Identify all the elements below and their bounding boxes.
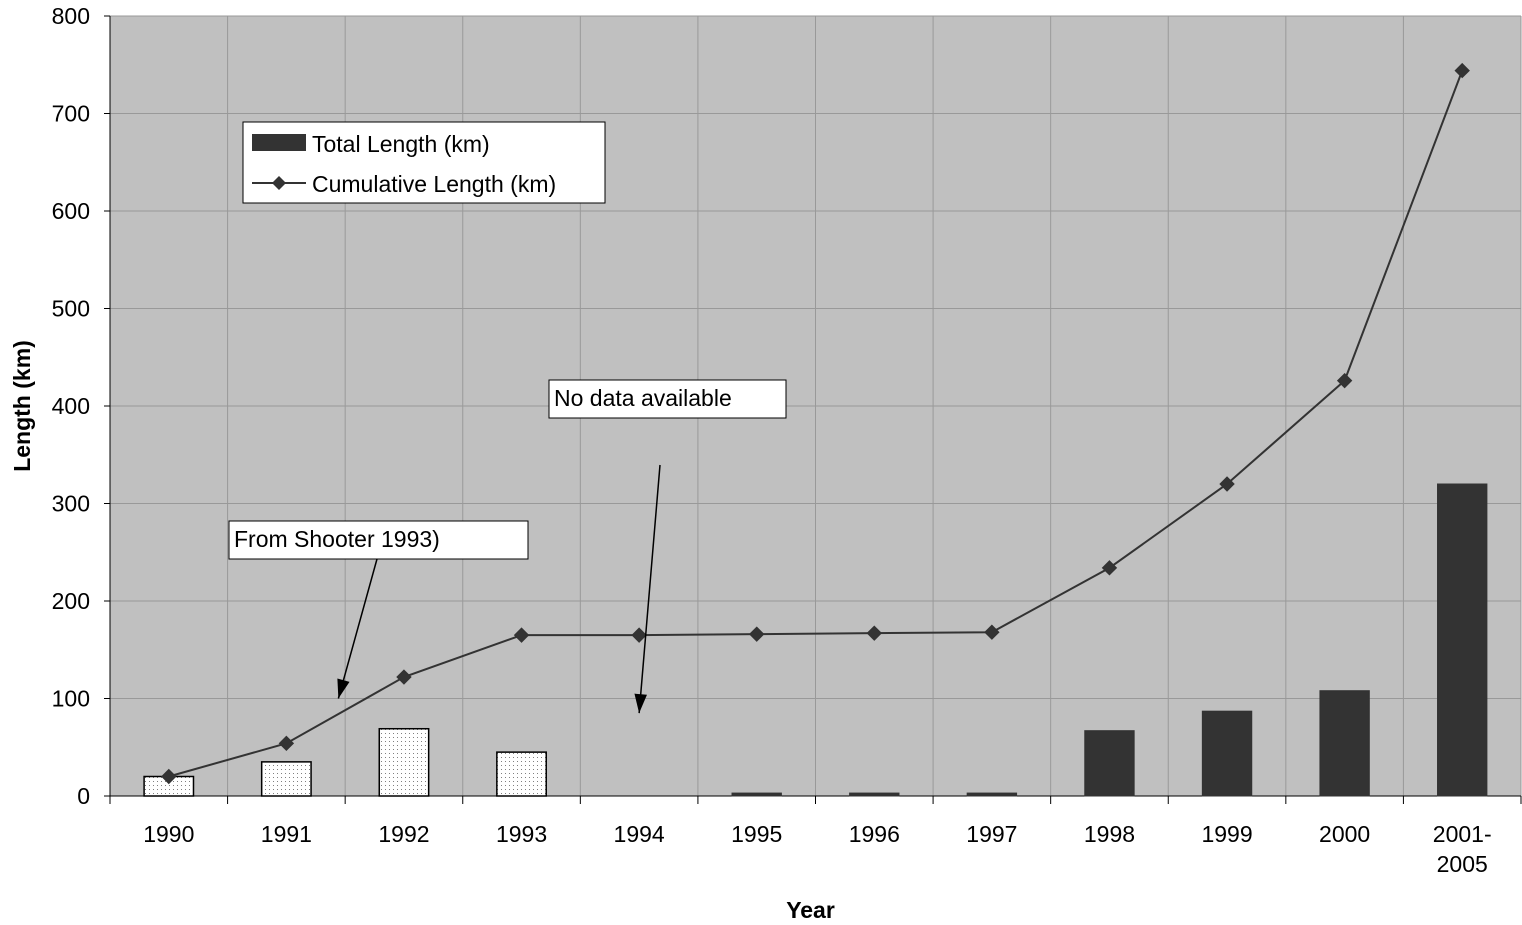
annotation-arrow-line xyxy=(337,558,378,699)
line-series xyxy=(161,62,1470,785)
line-point xyxy=(1454,62,1470,79)
y-tick-label: 0 xyxy=(77,783,90,809)
line-point xyxy=(161,768,177,785)
line-point xyxy=(866,625,882,641)
legend-swatch-bar xyxy=(252,134,306,151)
y-tick-label: 500 xyxy=(52,296,90,322)
y-tick-label: 100 xyxy=(52,686,90,712)
gridlines xyxy=(110,15,1522,796)
annotation-text: No data available xyxy=(554,385,732,411)
bar xyxy=(496,751,547,797)
legend-label-cumulative-length: Cumulative Length (km) xyxy=(312,171,556,197)
x-tick-label: 2000 xyxy=(1319,821,1370,847)
bar xyxy=(1201,710,1253,797)
cumulative-line xyxy=(168,70,1464,778)
x-tick-label: 1992 xyxy=(378,821,429,847)
line-point xyxy=(1336,372,1353,389)
x-tick-label: 1997 xyxy=(966,821,1017,847)
line-point xyxy=(1101,560,1118,576)
x-tick-label: 1999 xyxy=(1201,821,1252,847)
line-point xyxy=(984,624,1000,640)
annotation-arrow-head xyxy=(634,693,647,714)
y-tick-label: 400 xyxy=(52,393,90,419)
line-point xyxy=(396,669,412,685)
x-tick-label: 1995 xyxy=(731,821,782,847)
x-tick-label: 1993 xyxy=(496,821,547,847)
x-tick-label: 1990 xyxy=(143,821,194,847)
annotation-arrow-line xyxy=(638,464,661,714)
y-tick-label: 600 xyxy=(52,198,90,224)
x-tick-label: 1996 xyxy=(849,821,900,847)
bar xyxy=(731,792,782,797)
annotation-text: From Shooter 1993) xyxy=(234,526,440,552)
annotation-box xyxy=(548,379,787,419)
x-tick-label: 1991 xyxy=(261,821,312,847)
annotation-box xyxy=(228,520,529,560)
y-tick-label: 700 xyxy=(52,101,90,127)
x-tick-label: 1998 xyxy=(1084,821,1135,847)
line-point xyxy=(278,735,295,752)
x-tick-label: 1994 xyxy=(614,821,665,847)
bar xyxy=(1084,730,1135,797)
x-axis-title: Year xyxy=(786,897,835,923)
line-point xyxy=(513,627,530,643)
bar xyxy=(1319,690,1370,797)
line-point xyxy=(749,626,765,642)
y-tick-label: 800 xyxy=(52,3,90,29)
bar xyxy=(1437,483,1488,797)
bar-series xyxy=(143,483,1488,797)
y-axis-title: Length (km) xyxy=(9,340,35,472)
bar xyxy=(260,761,312,797)
axes: 0 100 200 300 400 500 600 700 800 1990 1991 1992 199… xyxy=(52,3,1522,877)
legend: Total Length (km) Cumulative Length (km) xyxy=(242,121,606,204)
bar xyxy=(966,792,1018,797)
bar xyxy=(378,727,430,797)
line-point xyxy=(1219,476,1235,492)
x-tick-label: 2001-2005 xyxy=(1433,821,1492,877)
y-tick-label: 300 xyxy=(52,491,90,517)
line-point xyxy=(631,627,647,643)
bar xyxy=(849,792,900,797)
annotations: From Shooter 1993) No data available xyxy=(228,379,787,714)
legend-label-total-length: Total Length (km) xyxy=(312,131,490,157)
legend-swatch-marker xyxy=(272,176,286,190)
y-tick-label: 200 xyxy=(52,588,90,614)
annotation-arrow-head xyxy=(337,678,350,699)
